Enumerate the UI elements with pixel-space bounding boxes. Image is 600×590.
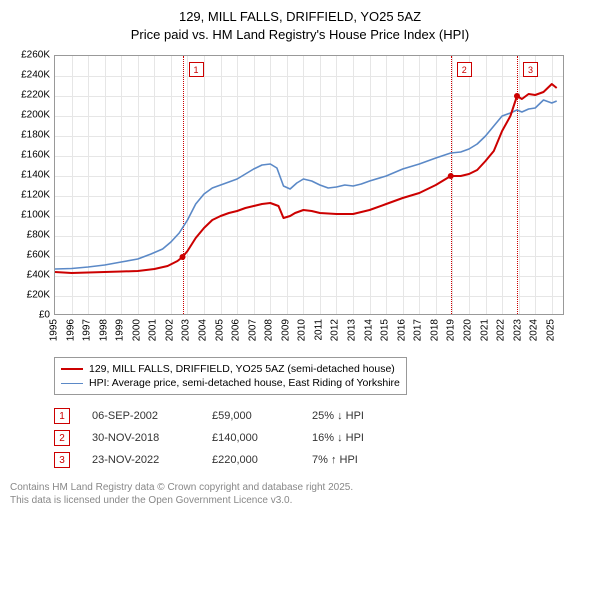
event-row: 1 06-SEP-2002£59,00025% ↓ HPI (10, 405, 590, 427)
y-axis-label: £80K (10, 230, 50, 241)
event-id-badge: 3 (54, 452, 70, 468)
x-axis-label: 2011 (313, 319, 324, 341)
event-row: 2 30-NOV-2018£140,00016% ↓ HPI (10, 427, 590, 449)
legend-swatch (61, 383, 83, 384)
legend-label: HPI: Average price, semi-detached house,… (89, 377, 400, 389)
chart-title: 129, MILL FALLS, DRIFFIELD, YO25 5AZ Pri… (10, 8, 590, 43)
x-axis-label: 2005 (214, 319, 225, 341)
legend-label: 129, MILL FALLS, DRIFFIELD, YO25 5AZ (se… (89, 363, 395, 375)
y-axis-label: £260K (10, 50, 50, 61)
event-price: £140,000 (212, 432, 312, 444)
x-axis-label: 2003 (181, 319, 192, 341)
x-axis-label: 2018 (429, 319, 440, 341)
series-marker (448, 173, 454, 179)
x-axis-label: 2023 (512, 319, 523, 341)
report-container: 129, MILL FALLS, DRIFFIELD, YO25 5AZ Pri… (0, 0, 600, 517)
x-axis-label: 2014 (363, 319, 374, 341)
x-axis-label: 1999 (115, 319, 126, 341)
y-axis-label: £60K (10, 250, 50, 261)
x-axis-label: 2021 (479, 319, 490, 341)
y-axis-label: £120K (10, 190, 50, 201)
y-axis-label: £100K (10, 210, 50, 221)
x-axis-label: 2016 (396, 319, 407, 341)
y-axis-label: £200K (10, 110, 50, 121)
data-credits: Contains HM Land Registry data © Crown c… (10, 481, 590, 507)
title-line-1: 129, MILL FALLS, DRIFFIELD, YO25 5AZ (179, 9, 421, 24)
event-date: 23-NOV-2022 (92, 454, 212, 466)
y-axis-label: £40K (10, 270, 50, 281)
x-axis-label: 2001 (148, 319, 159, 341)
event-id-badge: 1 (54, 408, 70, 424)
event-hpi-diff: 7% ↑ HPI (312, 454, 412, 466)
x-axis-label: 1996 (65, 319, 76, 341)
x-axis-label: 2013 (347, 319, 358, 341)
x-axis-label: 2025 (545, 319, 556, 341)
legend-swatch (61, 368, 83, 370)
x-axis-label: 1995 (49, 319, 60, 341)
x-axis-label: 2004 (198, 319, 209, 341)
x-axis-label: 1997 (82, 319, 93, 341)
x-axis-label: 2012 (330, 319, 341, 341)
x-axis-label: 1998 (98, 319, 109, 341)
x-axis-label: 2019 (446, 319, 457, 341)
x-axis-label: 2006 (231, 319, 242, 341)
y-axis-label: £0 (10, 310, 50, 321)
credits-line-1: Contains HM Land Registry data © Crown c… (10, 482, 353, 493)
event-hpi-diff: 25% ↓ HPI (312, 410, 412, 422)
legend-item: 129, MILL FALLS, DRIFFIELD, YO25 5AZ (se… (61, 362, 400, 376)
x-axis-label: 2009 (280, 319, 291, 341)
series-marker (180, 254, 186, 260)
x-axis-label: 2024 (529, 319, 540, 341)
y-axis-label: £240K (10, 70, 50, 81)
events-table: 1 06-SEP-2002£59,00025% ↓ HPI 2 30-NOV-2018… (10, 405, 590, 471)
x-axis-label: 2008 (264, 319, 275, 341)
x-axis-label: 2000 (131, 319, 142, 341)
chart-lines (55, 56, 565, 316)
credits-line-2: This data is licensed under the Open Gov… (10, 495, 292, 506)
title-line-2: Price paid vs. HM Land Registry's House … (131, 27, 469, 42)
x-axis-label: 2017 (413, 319, 424, 341)
chart-legend: 129, MILL FALLS, DRIFFIELD, YO25 5AZ (se… (54, 357, 407, 395)
y-axis-label: £140K (10, 170, 50, 181)
event-price: £220,000 (212, 454, 312, 466)
x-axis-label: 2010 (297, 319, 308, 341)
plot-area: 123 (54, 55, 564, 315)
x-axis-label: 2002 (164, 319, 175, 341)
y-axis-label: £160K (10, 150, 50, 161)
event-price: £59,000 (212, 410, 312, 422)
series-marker (514, 93, 520, 99)
event-date: 06-SEP-2002 (92, 410, 212, 422)
series-price-paid (55, 84, 557, 273)
event-hpi-diff: 16% ↓ HPI (312, 432, 412, 444)
y-axis-label: £20K (10, 290, 50, 301)
y-axis-label: £180K (10, 130, 50, 141)
x-axis-label: 2007 (247, 319, 258, 341)
x-axis-label: 2020 (462, 319, 473, 341)
series-hpi (55, 100, 557, 269)
y-axis-label: £220K (10, 90, 50, 101)
price-chart: 123 £0 £20K £40K £60K £80K £100K £120K £140K £160… (10, 49, 570, 349)
event-date: 30-NOV-2018 (92, 432, 212, 444)
event-id-badge: 2 (54, 430, 70, 446)
x-axis-label: 2022 (496, 319, 507, 341)
legend-item: HPI: Average price, semi-detached house,… (61, 376, 400, 390)
x-axis-label: 2015 (380, 319, 391, 341)
event-row: 3 23-NOV-2022£220,0007% ↑ HPI (10, 449, 590, 471)
